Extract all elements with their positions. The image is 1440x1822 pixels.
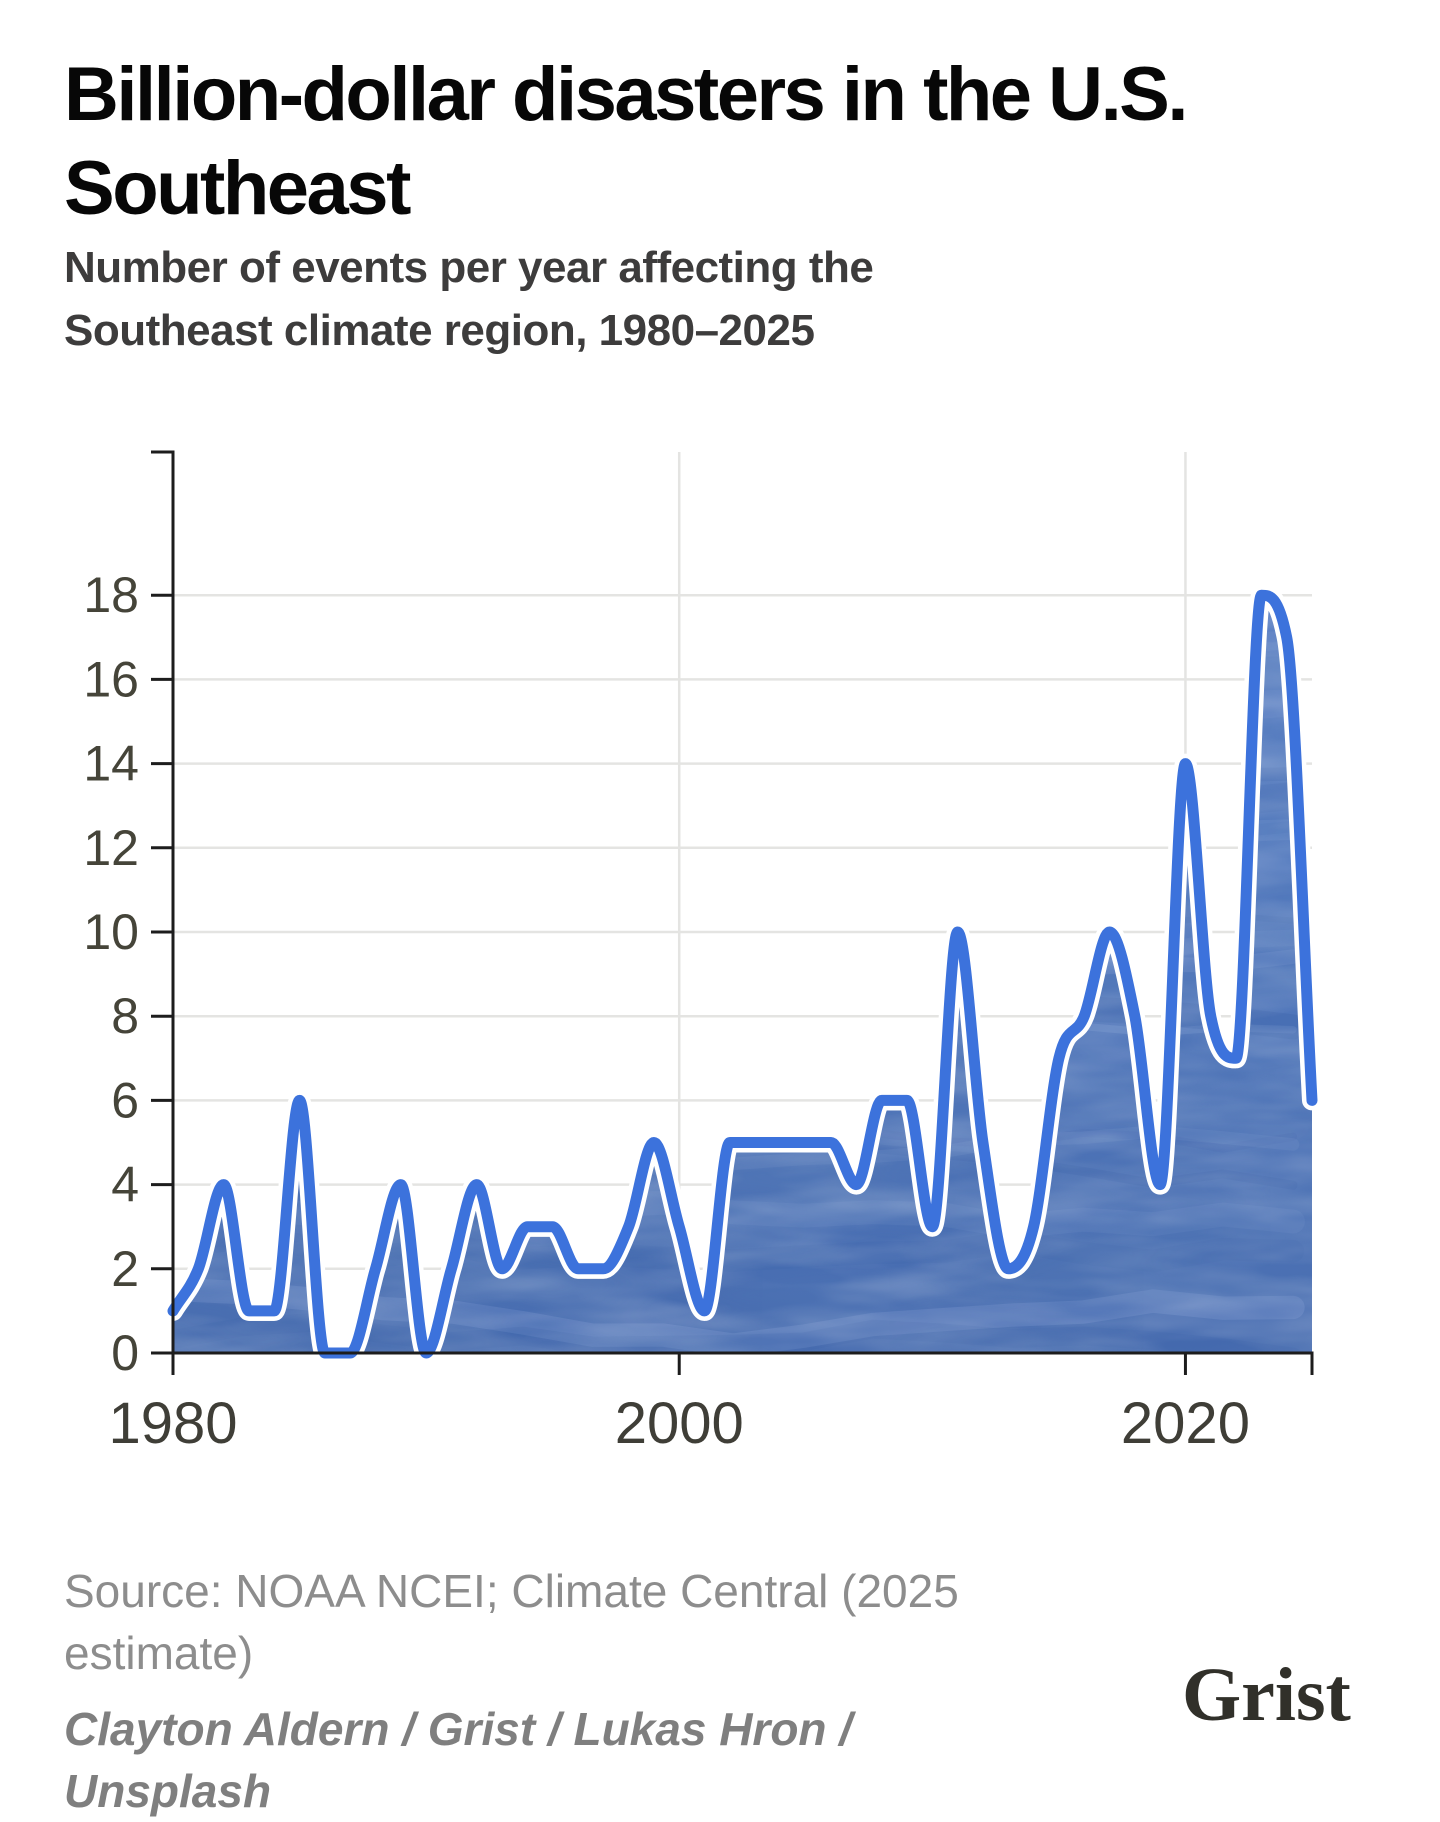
title-line-2: Southeast: [64, 146, 411, 231]
line-stroke: [167, 589, 1318, 1359]
y-tick-label: 12: [83, 820, 139, 876]
credit-line-2: Unsplash: [64, 1765, 272, 1817]
grist-logo: Grist: [1182, 1653, 1351, 1737]
water-streak: [173, 605, 1304, 637]
water-streak: [173, 641, 1301, 705]
credit-line-1: Clayton Aldern / Grist / Lukas Hron /: [64, 1703, 853, 1755]
source-note: Source: NOAA NCEI; Climate Central (2025…: [64, 1560, 1064, 1684]
y-tick-label: 8: [111, 988, 139, 1044]
x-tick-label: 2000: [615, 1391, 744, 1456]
data-line: [163, 585, 1322, 1364]
water-streak: [173, 820, 1299, 860]
y-tick-label: 0: [111, 1325, 139, 1381]
water-streak: [173, 688, 1307, 744]
subtitle-line-2: Southeast climate region, 1980–2025: [64, 306, 815, 355]
title-line-1: Billion-dollar disasters in the U.S.: [64, 52, 1189, 137]
chart-subtitle: Number of events per year affecting the …: [64, 236, 1164, 362]
y-tick-label: 2: [111, 1241, 139, 1297]
y-axis-line: [151, 450, 175, 1353]
area-fill: [173, 605, 1312, 1363]
y-tick-label: 14: [83, 736, 139, 792]
x-tick-label: 2020: [1121, 1391, 1250, 1456]
y-tick-label: 18: [83, 567, 139, 623]
water-streak: [173, 749, 1300, 796]
water-noise-dark: [173, 605, 1312, 1353]
credit-note: Clayton Aldern / Grist / Lukas Hron / Un…: [64, 1698, 1064, 1822]
y-tick-label: 4: [111, 1157, 139, 1213]
x-tick-label: 1980: [108, 1391, 237, 1456]
axes: 0 2 4 6 8 10 12 14 16 18 1980 2000 2020: [83, 450, 1314, 1456]
y-tick-label: 10: [83, 904, 139, 960]
source-line-2: estimate): [64, 1627, 254, 1679]
water-streak: [173, 766, 1307, 825]
water-streak: [173, 819, 1304, 892]
y-tick-label: 16: [83, 651, 139, 707]
source-line-1: Source: NOAA NCEI; Climate Central (2025: [64, 1565, 959, 1617]
y-tick-label: 6: [111, 1072, 139, 1128]
page-title: Billion-dollar disasters in the U.S. Sou…: [64, 48, 1394, 236]
water-streak: [173, 629, 1303, 690]
subtitle-line-1: Number of events per year affecting the: [64, 243, 874, 292]
